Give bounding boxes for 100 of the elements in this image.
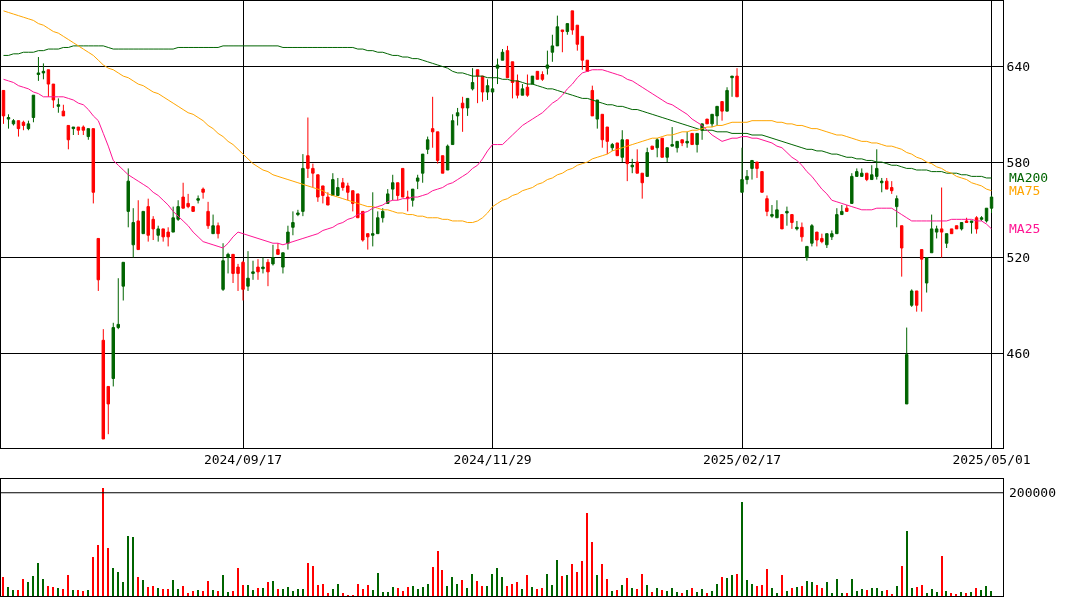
candlestick xyxy=(645,147,649,177)
candlestick xyxy=(445,144,450,171)
bar xyxy=(52,586,54,597)
bar xyxy=(941,555,943,597)
bar xyxy=(901,565,903,597)
bar xyxy=(686,589,688,597)
bar xyxy=(471,573,473,597)
bar xyxy=(282,588,284,597)
candlestick xyxy=(620,129,624,163)
bar xyxy=(980,589,982,597)
bar xyxy=(851,578,853,597)
candlestick xyxy=(725,86,729,112)
candlestick xyxy=(944,233,949,249)
candlestick xyxy=(800,222,804,243)
bar xyxy=(372,589,374,597)
bar xyxy=(212,589,214,597)
candlestick xyxy=(610,142,614,152)
bar xyxy=(57,587,59,597)
candlestick xyxy=(196,194,200,204)
bar xyxy=(876,587,878,597)
candlestick xyxy=(495,58,500,85)
bar xyxy=(921,584,923,597)
bar xyxy=(701,588,703,597)
bar xyxy=(217,590,219,597)
y-tick-label: 580 xyxy=(1006,154,1031,170)
bar xyxy=(945,590,947,597)
bar xyxy=(92,556,94,597)
bar xyxy=(786,590,788,597)
candlestick xyxy=(735,67,739,98)
candlestick xyxy=(1,89,6,125)
bar xyxy=(107,547,109,597)
bar xyxy=(127,535,129,597)
candlestick xyxy=(705,118,709,125)
candlestick xyxy=(425,136,430,155)
bar xyxy=(247,584,249,597)
candlestick xyxy=(66,124,71,150)
bar xyxy=(7,586,9,597)
bar xyxy=(611,590,613,597)
bar xyxy=(422,586,424,597)
bar xyxy=(551,584,553,597)
candlestick xyxy=(56,97,61,114)
bar xyxy=(67,574,69,597)
candlestick xyxy=(126,167,130,228)
candlestick xyxy=(565,23,570,36)
bar xyxy=(931,588,933,597)
bar xyxy=(666,590,668,597)
candlestick xyxy=(600,113,605,149)
candlestick xyxy=(266,258,270,287)
bar xyxy=(661,589,663,597)
candlestick xyxy=(251,260,255,281)
bar xyxy=(741,501,743,597)
bar xyxy=(152,585,154,597)
bar xyxy=(916,586,918,597)
candlestick xyxy=(470,67,475,91)
candlestick xyxy=(201,187,205,200)
bar xyxy=(182,585,184,597)
candlestick xyxy=(41,62,46,80)
bar xyxy=(731,574,733,597)
candlestick xyxy=(26,120,31,131)
bar xyxy=(77,589,79,597)
bar xyxy=(302,588,304,597)
bar xyxy=(297,588,299,597)
bar xyxy=(811,581,813,597)
bar xyxy=(337,583,339,597)
bar xyxy=(362,588,364,597)
bar xyxy=(147,586,149,597)
bar xyxy=(317,584,319,597)
bar xyxy=(626,577,628,597)
candlestick xyxy=(46,69,51,98)
bar xyxy=(461,579,463,597)
bar xyxy=(437,550,439,597)
candlestick xyxy=(296,209,300,217)
bar xyxy=(252,589,254,597)
x-tick-label: 2025/02/17 xyxy=(702,452,782,468)
bar xyxy=(801,585,803,597)
candlestick xyxy=(460,96,465,133)
bar xyxy=(506,585,508,597)
candlestick xyxy=(455,107,460,126)
bar xyxy=(581,560,583,597)
bar xyxy=(601,563,603,597)
bar xyxy=(631,587,633,597)
candlestick xyxy=(256,258,260,281)
candlestick xyxy=(954,225,959,230)
candlestick xyxy=(136,199,140,251)
bar xyxy=(751,583,753,597)
bar xyxy=(2,576,4,597)
candlestick xyxy=(465,97,470,117)
candlestick xyxy=(246,250,250,292)
bar xyxy=(432,566,434,597)
bar xyxy=(197,589,199,597)
bar xyxy=(157,587,159,597)
bar xyxy=(357,583,359,597)
bar xyxy=(402,590,404,597)
bar xyxy=(137,576,139,597)
bar xyxy=(237,567,239,597)
bar xyxy=(726,577,728,597)
text: 200000 xyxy=(1009,485,1056,500)
bar xyxy=(826,581,828,597)
series-label: MA25 xyxy=(1009,221,1041,236)
bar xyxy=(671,587,673,597)
